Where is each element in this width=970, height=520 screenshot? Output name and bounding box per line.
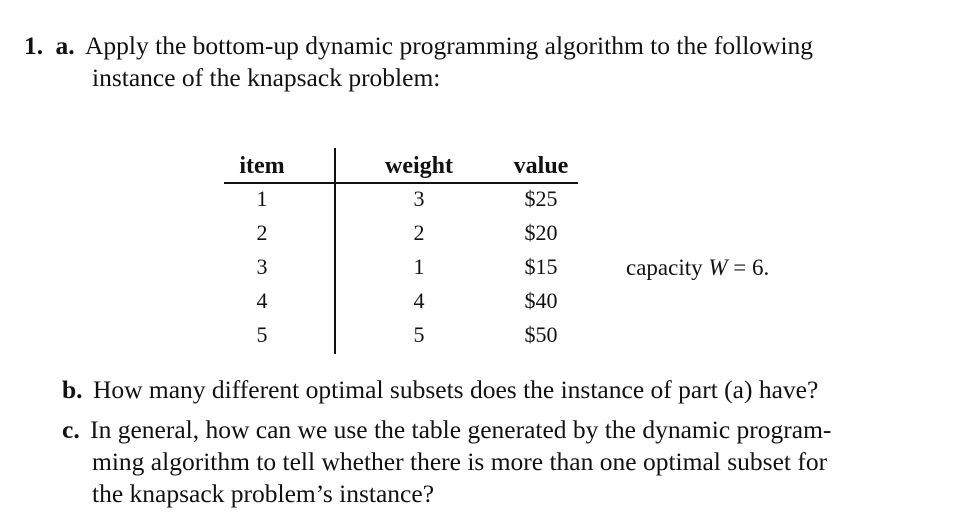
- part-c-text-1: In general, how can we use the table gen…: [90, 415, 832, 444]
- part-c-label: c.: [62, 415, 80, 444]
- part-b-label: b.: [62, 375, 83, 404]
- part-a-label: a.: [55, 31, 75, 60]
- column-divider: [334, 148, 336, 354]
- cell-value-2: $20: [524, 220, 558, 245]
- cell-weight-1: 3: [413, 186, 425, 211]
- cell-item-3: 3: [256, 254, 268, 279]
- part-c-line-2: ming algorithm to tell whether there is …: [92, 447, 828, 476]
- cell-item-4: 4: [256, 288, 268, 313]
- part-c-line-1: c. In general, how can we use the table …: [62, 414, 831, 445]
- cell-value-1: $25: [524, 186, 558, 211]
- cell-item-2: 2: [256, 220, 268, 245]
- cell-value-5: $50: [524, 322, 558, 347]
- part-c-line-3: the knapsack problem’s instance?: [92, 479, 435, 508]
- header-weight: weight: [385, 153, 453, 179]
- cell-weight-3: 1: [413, 254, 425, 279]
- header-item: item: [239, 153, 285, 179]
- part-a-text-1: Apply the bottom-up dynamic programming …: [85, 31, 814, 60]
- part-b-line: b. How many different optimal subsets do…: [62, 374, 818, 405]
- cell-weight-5: 5: [413, 322, 425, 347]
- cell-weight-4: 4: [413, 288, 425, 313]
- capacity-value: = 6.: [727, 255, 770, 280]
- header-value: value: [513, 153, 569, 179]
- cell-weight-2: 2: [413, 220, 425, 245]
- part-b-text: How many different optimal subsets does …: [92, 375, 819, 404]
- cell-value-3: $15: [524, 254, 558, 279]
- part-a-line-1: 1. a. Apply the bottom-up dynamic progra…: [24, 30, 813, 61]
- cell-value-4: $40: [524, 288, 558, 313]
- knapsack-table: item weight value 1 3 $25 2 2 $20 3 1 $1…: [224, 148, 580, 354]
- capacity-prefix: capacity: [626, 255, 709, 280]
- capacity-label: capacity W = 6.: [626, 254, 769, 282]
- capacity-variable: W: [708, 255, 728, 280]
- problem-number: 1.: [24, 31, 44, 60]
- header-rule: [224, 182, 578, 184]
- cell-item-1: 1: [256, 186, 268, 211]
- part-a-line-2: instance of the knapsack problem:: [92, 63, 441, 92]
- cell-item-5: 5: [256, 322, 268, 347]
